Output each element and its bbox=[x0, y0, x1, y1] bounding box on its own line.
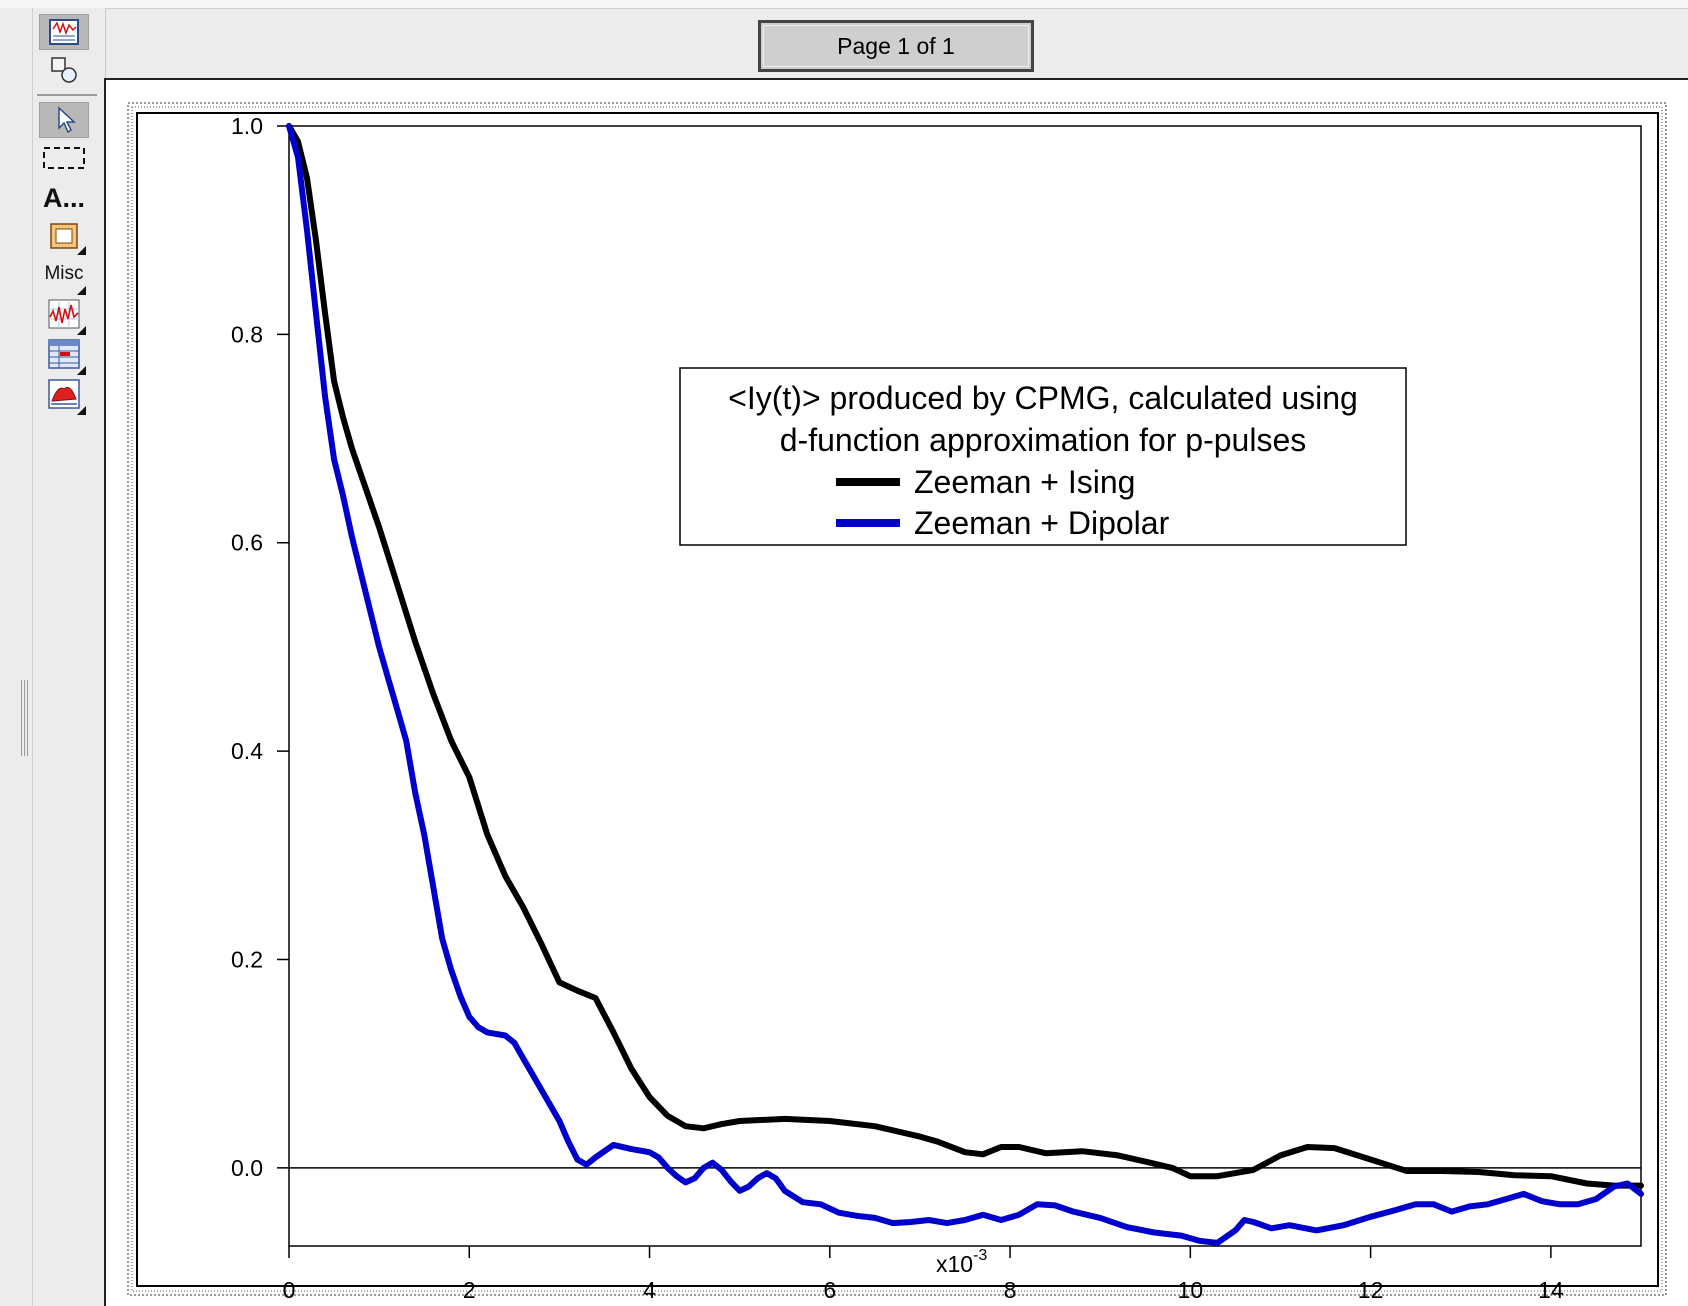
series-line-ising bbox=[286, 123, 1644, 1189]
insert-image-icon bbox=[48, 379, 80, 409]
pointer-tool-button[interactable] bbox=[39, 102, 89, 138]
legend[interactable]: <Iy(t)> produced by CPMG, calculated usi… bbox=[679, 367, 1407, 546]
x-tick-label: 6 bbox=[823, 1277, 836, 1303]
plot-frame[interactable] bbox=[136, 112, 1659, 1287]
drawing-shapes-button[interactable] bbox=[39, 52, 89, 88]
y-tick-label: 1.0 bbox=[231, 113, 263, 139]
resize-grip[interactable] bbox=[21, 680, 29, 756]
frame-tool-icon bbox=[50, 223, 78, 249]
window-title-bar bbox=[0, 0, 1688, 9]
text-tool-icon: A... bbox=[42, 182, 85, 213]
toolbar-divider bbox=[37, 94, 97, 96]
x-axis-multiplier: x10-3 bbox=[936, 1247, 987, 1277]
legend-label-ising: Zeeman + Ising bbox=[914, 464, 1135, 500]
x-tick-label: 8 bbox=[1004, 1277, 1017, 1303]
x-tick-label: 14 bbox=[1538, 1277, 1564, 1303]
y-tick-label: 0.4 bbox=[231, 738, 263, 764]
text-tool-button[interactable]: A... bbox=[39, 180, 89, 216]
y-tick-label: 0.8 bbox=[231, 321, 263, 347]
misc-tool-dropdown-icon[interactable] bbox=[77, 286, 86, 295]
frame-tool-button[interactable] bbox=[39, 218, 89, 254]
layout-page: 0.0 0.2 0.4 0.6 0.8 1.0 0 2 4 6 8 10 12 14 x10-3 <Iy… bbox=[104, 78, 1688, 1306]
marquee-select-icon bbox=[43, 147, 85, 169]
misc-tool-button[interactable]: Misc bbox=[39, 256, 89, 292]
layout-toolbar: A... Misc bbox=[33, 8, 106, 1306]
x-tick-label: 12 bbox=[1358, 1277, 1384, 1303]
insert-graph-icon bbox=[48, 299, 80, 329]
insert-graph-dropdown-icon[interactable] bbox=[77, 326, 86, 335]
drawing-shapes-icon bbox=[51, 57, 77, 83]
series-line-dipolar bbox=[286, 123, 1644, 1246]
insert-graph-button[interactable] bbox=[39, 296, 89, 332]
legend-box bbox=[679, 367, 1407, 546]
x-tick-label: 0 bbox=[283, 1277, 296, 1303]
y-tick-label: 0.6 bbox=[231, 530, 263, 556]
insert-image-dropdown-icon[interactable] bbox=[77, 406, 86, 415]
legend-title-line1: <Iy(t)> produced by CPMG, calculated usi… bbox=[728, 380, 1358, 416]
y-tick-label: 0.0 bbox=[231, 1155, 263, 1181]
x-tick-label: 2 bbox=[463, 1277, 476, 1303]
page-indicator-button[interactable]: Page 1 of 1 bbox=[758, 20, 1034, 72]
axes-box bbox=[288, 125, 1642, 1247]
chart: 0.0 0.2 0.4 0.6 0.8 1.0 0 2 4 6 8 10 12 14 x10-3 <Iy… bbox=[127, 102, 1667, 1303]
frame-tool-dropdown-icon[interactable] bbox=[77, 246, 86, 255]
legend-title-line2: d-function approximation for p-pulses bbox=[780, 422, 1307, 458]
pointer-arrow-icon bbox=[58, 106, 76, 134]
insert-image-button[interactable] bbox=[39, 376, 89, 412]
marquee-tool-button[interactable] bbox=[39, 140, 89, 176]
insert-table-icon bbox=[48, 339, 80, 369]
insert-table-button[interactable] bbox=[39, 336, 89, 372]
insert-table-dropdown-icon[interactable] bbox=[77, 366, 86, 375]
misc-tool-icon: Misc bbox=[44, 263, 84, 284]
outer-dotted-frame bbox=[127, 102, 1667, 1296]
side-panel bbox=[0, 8, 33, 1306]
graph-window-button[interactable] bbox=[39, 14, 89, 50]
y-tick-label: 0.2 bbox=[231, 946, 263, 972]
x-tick-label: 10 bbox=[1178, 1277, 1204, 1303]
graph-window-icon bbox=[49, 19, 79, 45]
series-group bbox=[286, 123, 1644, 1246]
y-axis: 0.0 0.2 0.4 0.6 0.8 1.0 bbox=[231, 113, 289, 1181]
x-axis: 0 2 4 6 8 10 12 14 bbox=[283, 1246, 1564, 1303]
page-indicator-label: Page 1 of 1 bbox=[837, 32, 955, 59]
legend-label-dipolar: Zeeman + Dipolar bbox=[914, 505, 1170, 541]
inner-dotted-frame bbox=[131, 106, 1663, 1292]
x-tick-label: 4 bbox=[643, 1277, 656, 1303]
